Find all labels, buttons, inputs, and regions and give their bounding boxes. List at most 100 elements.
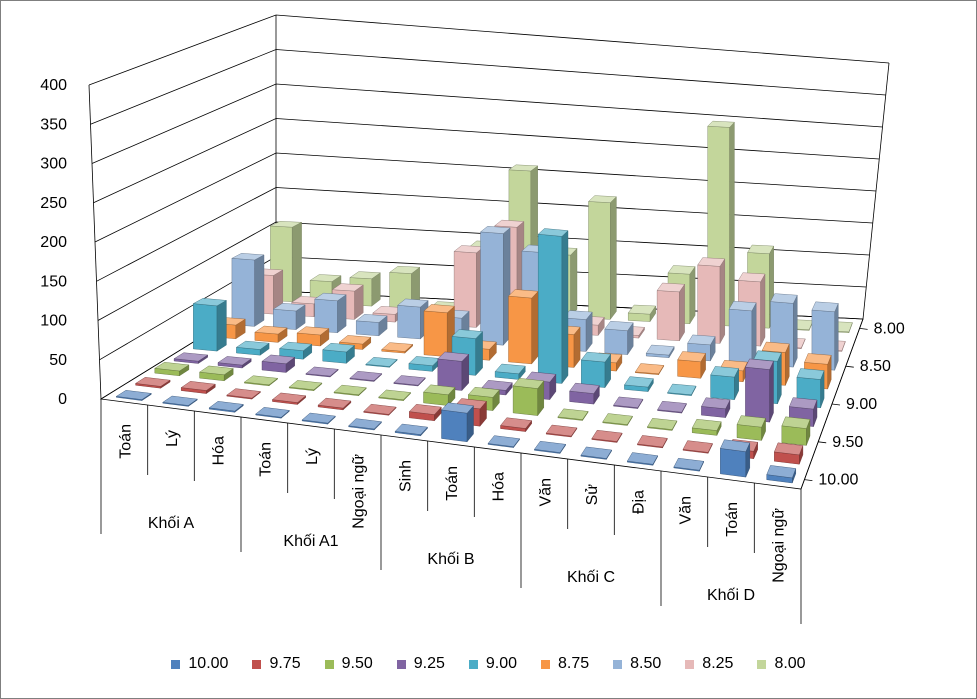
- bar-top-face: [305, 366, 339, 377]
- bar-top-face: [613, 396, 644, 408]
- bar-top-face: [314, 292, 347, 302]
- bar: [135, 377, 171, 389]
- depth-tick-label: 8.00: [874, 320, 905, 337]
- depth-tick: [859, 328, 868, 330]
- depth-tick-label: 10.00: [818, 472, 858, 489]
- bar-front-face: [441, 409, 468, 443]
- legend-label: 9.75: [269, 655, 301, 672]
- bar-top-face: [580, 446, 613, 459]
- bar: [231, 253, 265, 327]
- bar-top-face: [580, 351, 612, 363]
- bar: [394, 423, 428, 437]
- bar-top-face: [667, 265, 696, 275]
- bar: [254, 325, 288, 343]
- bar-side-face: [610, 196, 617, 320]
- x-tick-label: Văn: [537, 478, 554, 506]
- bar: [682, 440, 713, 454]
- bar-top-face: [701, 397, 731, 410]
- legend-label: 9.50: [341, 655, 373, 672]
- bar: [710, 366, 740, 400]
- bar: [423, 384, 456, 407]
- bar-top-face: [208, 401, 244, 412]
- bar-side-face: [570, 247, 578, 318]
- bar: [423, 304, 455, 358]
- bar-top-face: [710, 366, 740, 378]
- legend-label: 10.00: [188, 655, 229, 672]
- bar: [333, 384, 367, 397]
- bar-top-face: [534, 440, 566, 453]
- bar: [781, 416, 811, 446]
- bar-top-face: [677, 351, 706, 363]
- bar-top-face: [745, 358, 774, 370]
- bar-front-face: [508, 295, 532, 365]
- bar-front-face: [538, 233, 563, 384]
- legend-item: 10.00: [171, 655, 228, 673]
- bar: [226, 388, 262, 400]
- legend-label: 8.25: [702, 655, 734, 672]
- bar-side-face: [769, 361, 774, 423]
- bar: [154, 362, 190, 377]
- x-tick-label: Ngoại ngữ: [351, 454, 368, 529]
- bar: [381, 342, 414, 354]
- bar: [500, 417, 533, 433]
- bar-top-face: [254, 325, 288, 335]
- bar-top-face: [781, 416, 811, 429]
- bar-top-face: [789, 397, 818, 410]
- bar: [314, 292, 347, 334]
- bar-top-face: [394, 423, 428, 435]
- bar-top-face: [397, 298, 429, 308]
- bar: [348, 418, 382, 431]
- bar-top-face: [657, 400, 687, 413]
- bar: [349, 370, 383, 382]
- legend-swatch: [171, 659, 181, 669]
- bar-top-face: [697, 257, 726, 267]
- bar-top-face: [500, 417, 533, 429]
- bar: [637, 435, 668, 449]
- legend: 10.00 9.75 9.50 9.25 9.00 8.75 8.50 8.25 8.00: [1, 655, 976, 673]
- bar: [545, 424, 578, 438]
- bar: [296, 326, 330, 347]
- bar-top-face: [423, 304, 455, 314]
- y-tick-label: 400: [40, 77, 67, 94]
- y-tick-label: 0: [58, 391, 67, 408]
- bar: [673, 457, 705, 472]
- gridline: [90, 49, 886, 125]
- x-tick-label: Hóa: [491, 472, 508, 501]
- bar: [580, 351, 612, 389]
- bar-top-face: [296, 326, 330, 336]
- bar-top-face: [728, 300, 757, 312]
- bar-top-face: [588, 195, 617, 203]
- bar-top-face: [135, 377, 171, 387]
- y-tick-label: 50: [49, 352, 67, 369]
- bar-top-face: [338, 335, 372, 345]
- bar-top-face: [365, 357, 398, 367]
- bar-side-face: [475, 331, 483, 376]
- bar-side-face: [729, 121, 735, 327]
- legend-swatch: [396, 659, 406, 669]
- bar: [701, 397, 731, 418]
- bar-top-face: [255, 407, 290, 418]
- bar-side-face: [531, 290, 539, 365]
- bar: [537, 228, 569, 385]
- bar-top-face: [288, 380, 323, 391]
- y-tick-label: 300: [40, 156, 67, 173]
- bar: [243, 375, 279, 387]
- bar-top-face: [627, 304, 657, 315]
- bar-top-face: [423, 384, 456, 396]
- x-tick-label: Lý: [164, 430, 181, 447]
- bar-top-face: [494, 363, 526, 375]
- bar-top-face: [173, 352, 209, 362]
- bar: [173, 352, 209, 364]
- depth-tick: [831, 403, 841, 406]
- bar-top-face: [737, 272, 766, 283]
- bar: [691, 418, 722, 436]
- bar-top-face: [355, 314, 388, 323]
- bar: [162, 395, 198, 407]
- bar-top-face: [626, 452, 659, 465]
- bar-top-face: [557, 408, 589, 420]
- bar: [508, 289, 539, 365]
- bar-top-face: [154, 362, 190, 372]
- bar-top-face: [378, 389, 412, 401]
- bar: [397, 298, 429, 340]
- x-tick-label: Lý: [304, 448, 321, 465]
